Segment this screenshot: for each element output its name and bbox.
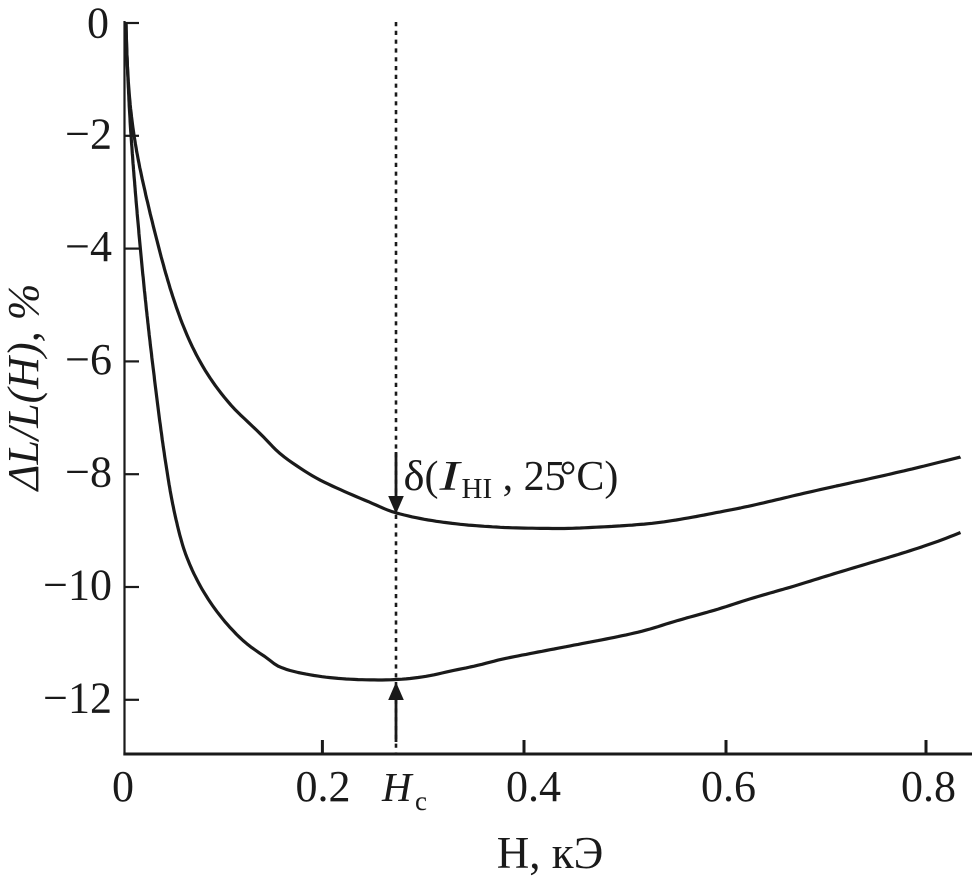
svg-text:−10: −10 bbox=[43, 561, 112, 610]
svg-text:−2: −2 bbox=[65, 109, 112, 158]
svg-text:0.4: 0.4 bbox=[506, 762, 561, 811]
svg-text:ΔL/L(H), %: ΔL/L(H), % bbox=[0, 284, 48, 493]
svg-text:0.2: 0.2 bbox=[296, 762, 351, 811]
svg-text:0.6: 0.6 bbox=[701, 762, 756, 811]
svg-text:−6: −6 bbox=[65, 335, 112, 384]
svg-text:0.8: 0.8 bbox=[901, 762, 956, 811]
svg-text:0: 0 bbox=[112, 762, 134, 811]
svg-text:H: H bbox=[381, 764, 414, 810]
svg-text:−4: −4 bbox=[65, 222, 112, 271]
svg-text:−8: −8 bbox=[65, 448, 112, 497]
svg-text:δ(IHI , 25°C): δ(IHI , 25°C) bbox=[404, 454, 619, 505]
svg-text:0: 0 bbox=[87, 0, 109, 48]
svg-text:Н, кЭ: Н, кЭ bbox=[497, 828, 604, 878]
svg-text:c: c bbox=[415, 786, 427, 816]
svg-text:−12: −12 bbox=[43, 673, 112, 722]
